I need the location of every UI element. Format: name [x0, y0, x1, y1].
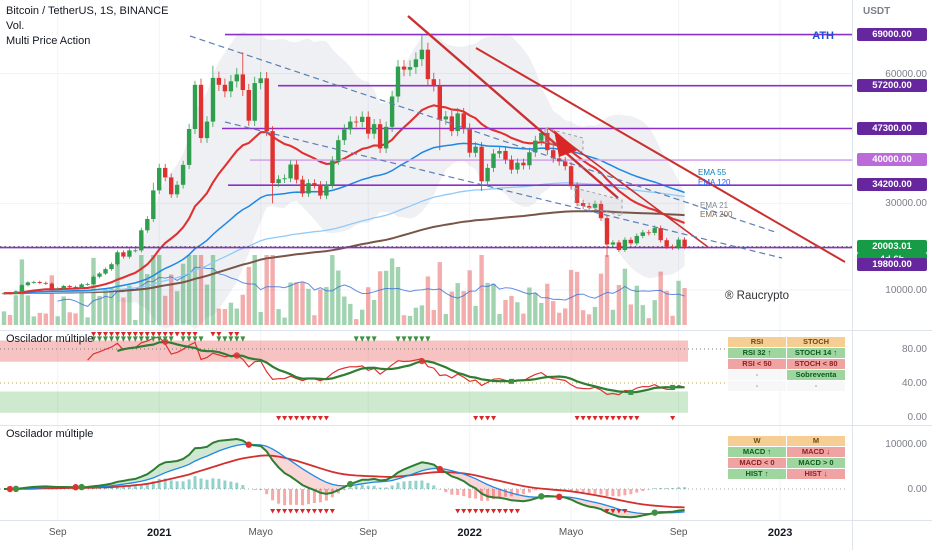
time-tick: Sep — [359, 527, 378, 538]
macd-table: W M MACD ↑ MACD ↓ MACD < 0 MACD > 0 HIST ↑ HIST… — [728, 436, 845, 479]
table-cell: RSI < 50 — [728, 359, 786, 369]
table-header: STOCH — [787, 337, 845, 347]
price-badge: 20003.01 — [857, 239, 927, 253]
watermark: ® Raucrypto — [725, 290, 790, 302]
table-header: M — [787, 436, 845, 446]
oscillator1-title[interactable]: Oscilador múltiple — [6, 333, 94, 345]
price-badge: 40000.00 — [857, 153, 927, 167]
price-badge: 19800.00 — [857, 257, 927, 271]
table-cell: STOCH 14 ↑ — [787, 348, 845, 358]
table-cell: STOCH < 80 — [787, 359, 845, 369]
time-tick: Mayo — [248, 527, 273, 538]
ema-label: EMA 55 — [698, 168, 727, 177]
table-header: RSI — [728, 337, 786, 347]
price-badge: 34200.00 — [857, 178, 927, 192]
table-cell: MACD ↑ — [728, 447, 786, 457]
chart-legend: Bitcoin / TetherUS, 1S, BINANCE Vol. Mul… — [6, 4, 168, 49]
table-cell: - — [787, 381, 845, 391]
table-cell: MACD < 0 — [728, 458, 786, 468]
table-cell: HIST ↓ — [787, 469, 845, 479]
oscillator2-tick: 0.00 — [907, 484, 927, 495]
price-tick: 60000.00 — [885, 68, 927, 80]
table-cell: MACD > 0 — [787, 458, 845, 468]
panel-separator[interactable] — [0, 330, 932, 331]
price-badge: 69000.00 — [857, 27, 927, 41]
ema-label: EMA 21 — [700, 201, 729, 210]
oscillator2-plot[interactable] — [0, 425, 852, 520]
time-tick: Sep — [48, 527, 67, 538]
time-tick: 2022 — [457, 527, 482, 539]
table-cell: RSI 32 ↑ — [728, 348, 786, 358]
panel-separator[interactable] — [0, 425, 932, 426]
symbol-title: Bitcoin / TetherUS, 1S, BINANCE — [6, 5, 169, 17]
price-axis[interactable]: USDT 60000.00 30000.00 10000.00 69000.00 572… — [852, 0, 932, 550]
oscillator1-tick: 40.00 — [901, 378, 927, 389]
panel-separator — [0, 520, 932, 521]
volume-indicator-label[interactable]: Vol. — [6, 20, 25, 32]
price-tick: 30000.00 — [885, 198, 927, 210]
table-cell: - — [728, 381, 786, 391]
time-axis[interactable]: Sep 2021 Mayo Sep 2022 Mayo Sep 2023 — [0, 521, 852, 550]
table-cell: Sobreventa — [787, 370, 845, 380]
oscillator1-tick: 80.00 — [901, 344, 927, 355]
ema-label: EMA 200 — [700, 210, 733, 219]
table-cell: MACD ↓ — [787, 447, 845, 457]
oscillator-panel-2: Oscilador múltiple — [0, 425, 852, 520]
price-badge: 57200.00 — [857, 78, 927, 92]
time-tick: 2021 — [146, 527, 172, 539]
ema-label: EMA 120 — [698, 178, 731, 187]
time-tick: Sep — [669, 527, 688, 538]
ath-label: ATH — [812, 30, 834, 42]
oscillator-panel-1: Oscilador múltiple — [0, 330, 852, 425]
oscillator2-tick: 10000.00 — [885, 438, 927, 450]
oscillator2-title[interactable]: Oscilador múltiple — [6, 428, 94, 440]
price-tick: 10000.00 — [885, 285, 927, 296]
rsi-stoch-table: RSI STOCH RSI 32 ↑ STOCH 14 ↑ RSI < 50 STOCH … — [728, 337, 845, 391]
oscillator1-tick: 0.00 — [907, 412, 927, 423]
price-badge: 47300.00 — [857, 121, 927, 135]
table-header: W — [728, 436, 786, 446]
time-tick: 2023 — [767, 527, 793, 539]
table-cell: HIST ↑ — [728, 469, 786, 479]
time-tick: Mayo — [558, 527, 584, 538]
indicator-label-multi-price-action[interactable]: Multi Price Action — [6, 35, 91, 47]
price-chart-plot[interactable] — [0, 0, 852, 330]
main-chart-panel: Bitcoin / TetherUS, 1S, BINANCE Vol. Mul… — [0, 0, 852, 330]
oscillator1-plot[interactable] — [0, 330, 852, 425]
price-axis-currency: USDT — [863, 6, 891, 17]
table-cell: - — [728, 370, 786, 380]
